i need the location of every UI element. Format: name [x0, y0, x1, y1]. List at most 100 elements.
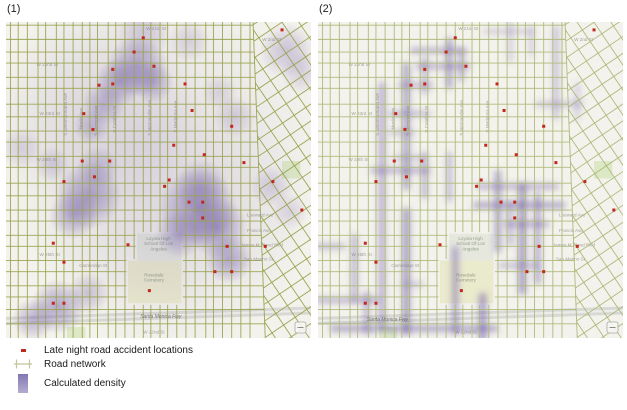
- svg-text:W 23rd St: W 23rd St: [352, 111, 373, 116]
- accident-point: [514, 153, 518, 157]
- accident-point: [363, 241, 367, 245]
- accident-point: [172, 143, 176, 147]
- svg-text:S Mariposa Ave: S Mariposa Ave: [485, 100, 490, 133]
- svg-text:Francis Ave: Francis Ave: [559, 228, 583, 233]
- accident-point: [280, 28, 284, 32]
- accident-point: [542, 270, 546, 274]
- accident-point: [132, 50, 136, 54]
- svg-text:S Normandie Ave: S Normandie Ave: [459, 100, 464, 136]
- accident-point: [225, 244, 229, 248]
- accident-point: [438, 243, 442, 247]
- legend-item-road-network: Road network: [10, 358, 193, 370]
- accident-point: [80, 159, 84, 163]
- accident-point: [537, 244, 541, 248]
- accident-point: [271, 180, 275, 184]
- accident-points-layer: [51, 28, 304, 305]
- freeway-label: Santa Monica Fwy: [140, 314, 182, 320]
- accident-point: [242, 161, 246, 165]
- accident-point: [475, 184, 479, 188]
- accident-point: [201, 200, 205, 204]
- accident-point: [97, 83, 101, 87]
- accident-point: [592, 28, 596, 32]
- accident-point: [263, 244, 267, 248]
- accident-point: [230, 270, 234, 274]
- accident-point: [420, 159, 424, 163]
- park-block: [379, 326, 398, 338]
- accident-point: [374, 260, 378, 264]
- freeway-label: Santa Monica Fwy: [367, 317, 409, 323]
- accident-point: [82, 112, 86, 116]
- accident-point: [92, 175, 96, 179]
- legend: Late night road accident locations Road …: [10, 345, 193, 395]
- svg-text:S Westmoreland Ave: S Westmoreland Ave: [375, 93, 380, 136]
- accident-point: [62, 301, 66, 305]
- accident-point: [111, 82, 115, 86]
- accident-point: [513, 200, 517, 204]
- accident-point: [111, 67, 115, 71]
- legend-item-road-network-label: Road network: [44, 358, 106, 370]
- accident-point-icon: [20, 349, 26, 352]
- legend-item-density-label: Calculated density: [44, 378, 126, 389]
- road-network-icon: [14, 359, 32, 369]
- road-network-layer: [318, 22, 578, 338]
- accident-point: [502, 108, 506, 112]
- accident-point: [202, 153, 206, 157]
- accident-point: [444, 50, 448, 54]
- legend-item-accidents: Late night road accident locations: [10, 345, 193, 356]
- accident-point: [404, 175, 408, 179]
- svg-text:Loyola High: Loyola High: [458, 236, 483, 241]
- accident-point: [403, 127, 407, 131]
- accident-point: [62, 180, 66, 184]
- map-attribution-icon: [606, 321, 619, 334]
- diagonal-road-grid: [253, 22, 311, 338]
- accident-point: [108, 159, 112, 163]
- accident-point: [62, 260, 66, 264]
- panel-2-title: (2): [319, 3, 333, 15]
- accident-point: [201, 216, 205, 220]
- accident-point: [126, 243, 130, 247]
- svg-text:W 21st St: W 21st St: [458, 26, 479, 31]
- road-network-layer: [6, 22, 266, 338]
- svg-text:Cemetery: Cemetery: [456, 278, 477, 283]
- accident-point: [91, 127, 95, 131]
- svg-text:San Marino St: San Marino St: [556, 257, 586, 262]
- calculated-density-layer: [6, 22, 311, 338]
- accident-point: [167, 178, 171, 182]
- accident-point: [147, 289, 151, 293]
- accident-point: [363, 301, 367, 305]
- svg-text:S Catalina St: S Catalina St: [424, 105, 429, 133]
- diagonal-road-grid: [565, 22, 623, 338]
- map-panel-network-density: W 21st St W 22nd St W 23rd St W 24th St W 25…: [318, 22, 623, 338]
- accident-point: [51, 241, 55, 245]
- accident-point: [542, 124, 546, 128]
- accident-point: [575, 244, 579, 248]
- accident-point: [163, 184, 167, 188]
- svg-text:W 2nd St: W 2nd St: [574, 37, 594, 42]
- accident-point: [495, 82, 499, 86]
- accident-point: [409, 83, 413, 87]
- accident-point: [187, 200, 191, 204]
- map-panel-kernel-density: W 21st St W 22nd St W 23rd St W 24th St W 25…: [6, 22, 311, 338]
- park-block: [67, 326, 86, 338]
- accident-point: [464, 64, 468, 68]
- accident-point: [230, 124, 234, 128]
- accident-point: [453, 36, 457, 40]
- accident-points-layer: [363, 28, 616, 305]
- accident-point: [513, 216, 517, 220]
- accident-point: [423, 82, 427, 86]
- svg-text:Angeles: Angeles: [462, 246, 479, 251]
- svg-text:School Of Los: School Of Los: [456, 241, 486, 246]
- density-gradient-icon: [18, 374, 28, 393]
- accident-point: [51, 301, 55, 305]
- accident-point: [374, 301, 378, 305]
- accident-point: [479, 178, 483, 182]
- svg-text:W 22nd St: W 22nd St: [455, 329, 477, 334]
- map-canvas-kernel-density: W 21st StW 22nd StW 23rd StW 24th StW 25…: [6, 22, 311, 338]
- accident-point: [213, 270, 217, 274]
- accident-point: [300, 208, 304, 212]
- map-attribution-icon: [294, 321, 307, 334]
- accident-point: [141, 36, 145, 40]
- svg-text:Rosedale: Rosedale: [456, 272, 476, 277]
- accident-point: [554, 161, 558, 165]
